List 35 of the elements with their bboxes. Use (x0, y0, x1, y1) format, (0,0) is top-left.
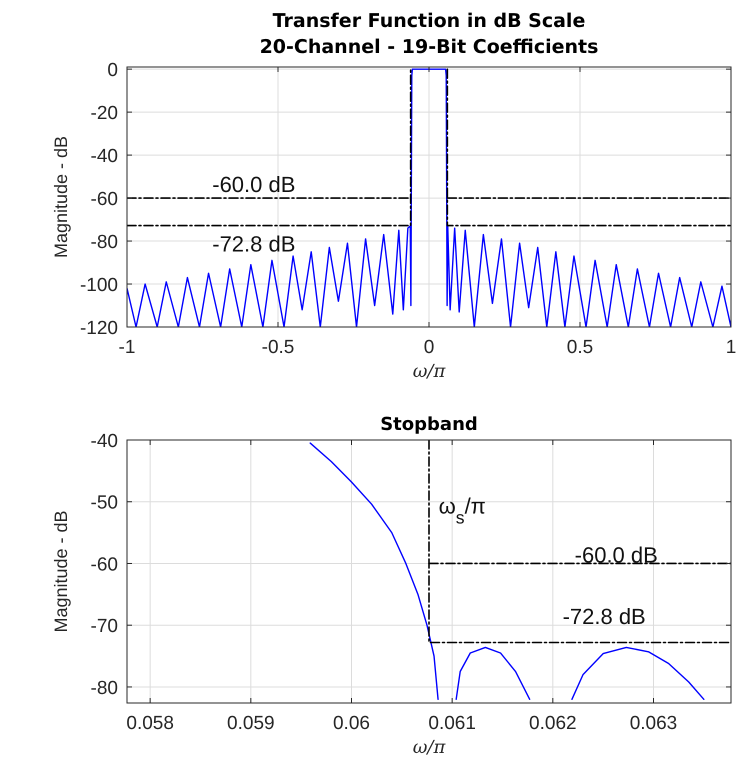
chart-title: Stopband (380, 414, 478, 435)
x-axis-title: ω/π (412, 737, 446, 758)
x-tick-label: -1 (118, 337, 136, 358)
y-tick-label: -70 (90, 616, 118, 638)
y-tick-label: -50 (90, 492, 118, 514)
y-tick-label: -40 (90, 146, 118, 168)
y-tick-label: -100 (80, 275, 118, 296)
x-tick-label: 0.059 (227, 713, 275, 734)
annotation: ω$_{s}$/π (438, 494, 486, 528)
y-axis-title: Magnitude - dB (51, 510, 71, 633)
annotation: -60.0 dB (212, 172, 296, 197)
y-tick-label: -40 (90, 431, 118, 452)
y-tick-label: -60 (90, 189, 118, 210)
x-axis-title: ω/π (412, 361, 446, 382)
y-tick-label: -80 (90, 232, 118, 254)
y-axis-title: Magnitude - dB (51, 136, 71, 258)
x-tick-label: 0.061 (428, 713, 476, 734)
x-tick-label: -0.5 (262, 337, 294, 358)
annotation: -72.8 dB (562, 604, 646, 630)
y-tick-label: -120 (80, 318, 118, 339)
y-tick-label: -80 (90, 678, 118, 699)
x-tick-label: 0.063 (630, 713, 678, 734)
annotation: -72.8 dB (212, 232, 296, 257)
x-tick-label: 1 (726, 337, 736, 358)
x-tick-label: 0.06 (332, 713, 370, 734)
x-tick-label: 0.058 (126, 713, 174, 734)
y-tick-label: 0 (107, 60, 118, 82)
y-tick-label: -20 (90, 103, 118, 124)
x-tick-label: 0.5 (566, 337, 594, 358)
x-tick-label: 0.062 (529, 713, 577, 734)
x-tick-label: 0 (424, 337, 434, 358)
annotation: -60.0 dB (574, 542, 658, 568)
chart-title: Transfer Function in dB Scale (272, 10, 586, 32)
y-tick-label: -60 (90, 554, 118, 576)
chart-subtitle: 20-Channel - 19-Bit Coefficients (260, 36, 598, 58)
